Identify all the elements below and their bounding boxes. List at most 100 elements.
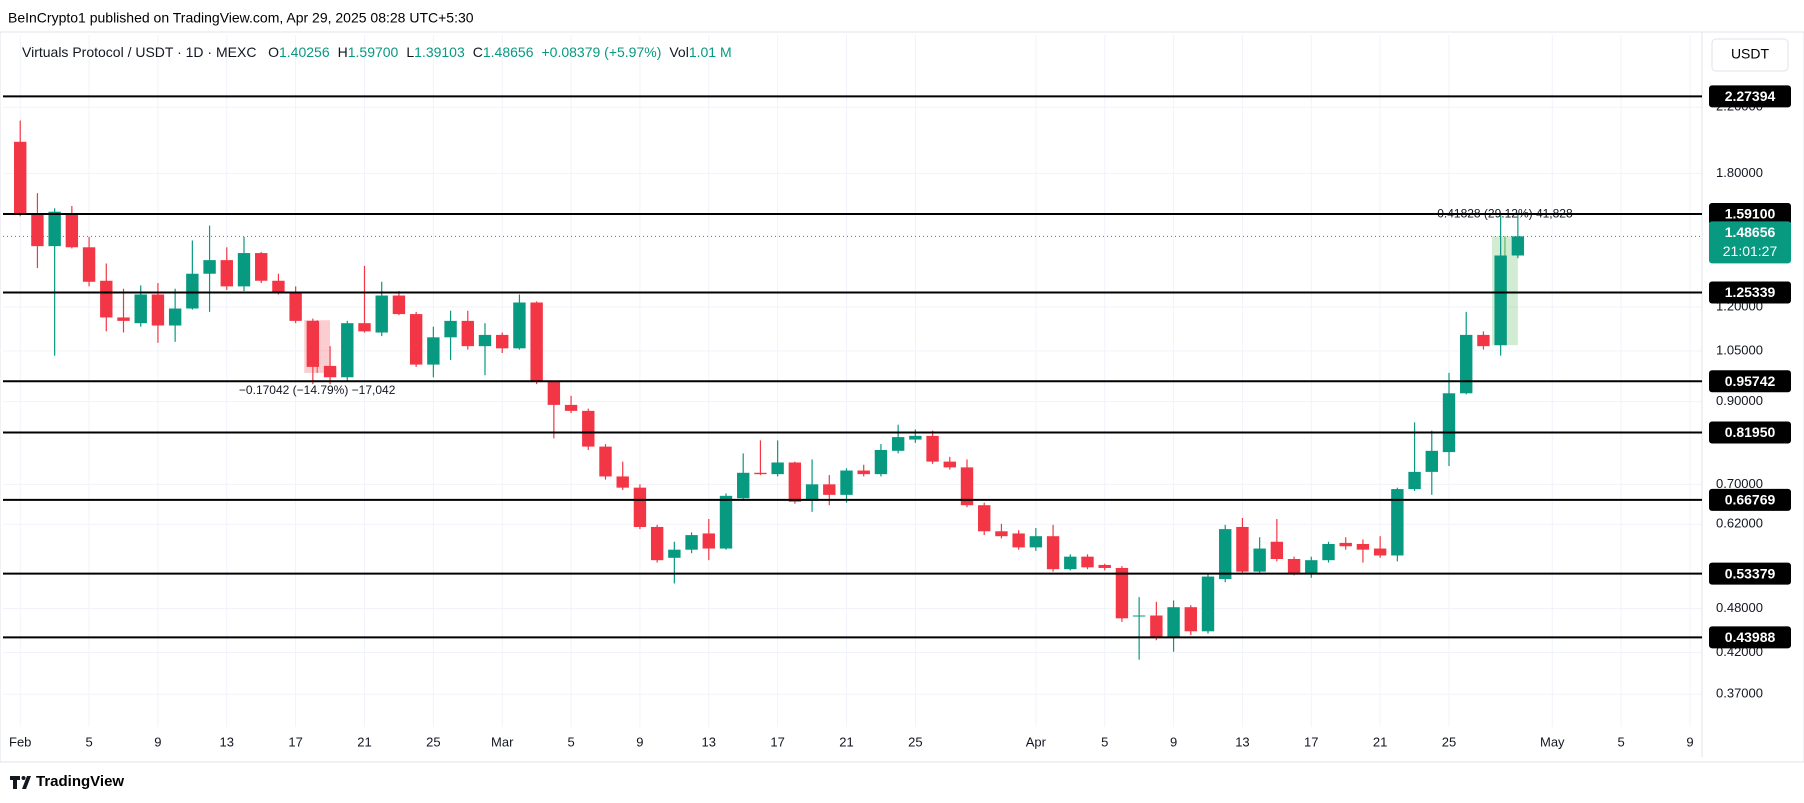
level-label: 0.95742 xyxy=(1725,373,1776,389)
candle-body xyxy=(82,247,96,282)
level-label: 0.43988 xyxy=(1725,629,1776,645)
level-tag xyxy=(1709,85,1791,108)
currency-label[interactable]: USDT xyxy=(1731,46,1770,62)
candle-body xyxy=(1511,236,1525,256)
candle-body xyxy=(1012,533,1025,548)
last-price-tag xyxy=(1709,221,1791,264)
candle-body xyxy=(513,302,526,349)
candle-body xyxy=(771,462,784,475)
level-tag xyxy=(1709,562,1791,585)
y-tick-label: 0.90000 xyxy=(1716,393,1763,408)
candle-body xyxy=(203,260,216,274)
candle-body xyxy=(1339,542,1352,547)
candle-body xyxy=(737,472,750,499)
candle-body xyxy=(496,334,509,349)
y-tick-label: 0.48000 xyxy=(1716,600,1763,615)
candle-body xyxy=(341,323,354,378)
candle-body xyxy=(151,294,165,326)
x-tick-label: 17 xyxy=(1304,734,1318,749)
x-tick-label: 9 xyxy=(1170,734,1177,749)
candle-body xyxy=(427,337,440,365)
candle-body xyxy=(1184,607,1197,632)
countdown-label: 21:01:27 xyxy=(1723,243,1778,259)
candle-body xyxy=(48,211,61,247)
ohlc-value: 1.48656 xyxy=(482,44,534,60)
x-tick-label: Apr xyxy=(1026,734,1047,749)
x-tick-label: 25 xyxy=(908,734,922,749)
currency-button[interactable] xyxy=(1711,38,1789,72)
x-tick-label: Mar xyxy=(491,734,514,749)
level-label: 0.66769 xyxy=(1725,492,1776,508)
candle-body xyxy=(685,535,698,550)
candle-body xyxy=(668,549,681,558)
candle-body xyxy=(1373,548,1387,556)
candle-body xyxy=(1081,556,1094,568)
candle-body xyxy=(805,484,819,501)
candle-body xyxy=(960,467,974,506)
y-tick-label: 0.37000 xyxy=(1716,686,1763,701)
candle-body xyxy=(926,435,939,462)
candle-body xyxy=(323,365,337,378)
level-tag xyxy=(1709,370,1791,393)
candle-body xyxy=(754,472,767,475)
candle-body xyxy=(478,334,492,347)
legend: Virtuals Protocol / USDT · 1D · MEXC O1.… xyxy=(22,44,740,60)
candle-body xyxy=(375,295,388,333)
candle-body xyxy=(1150,615,1163,638)
candle-body xyxy=(857,470,870,475)
candle-body xyxy=(564,404,578,411)
candle-body xyxy=(1253,548,1266,572)
level-tag xyxy=(1709,281,1791,304)
candle-body xyxy=(186,273,199,309)
candle-body xyxy=(874,449,888,475)
x-tick-label: May xyxy=(1540,734,1565,749)
candle-body xyxy=(788,462,802,502)
candle-body xyxy=(1029,536,1043,548)
candle-body xyxy=(1046,536,1060,570)
candle-body xyxy=(1287,558,1301,573)
candle-body xyxy=(582,410,595,447)
candle-body xyxy=(1201,576,1215,632)
y-tick-label: 1.05000 xyxy=(1716,342,1763,357)
candle-body xyxy=(1098,564,1111,568)
candle-body xyxy=(306,320,320,367)
candle-body xyxy=(1442,393,1456,453)
candle-body xyxy=(530,302,543,383)
candle-body xyxy=(547,382,561,405)
candle-body xyxy=(650,526,664,561)
candle-body xyxy=(220,260,233,287)
x-tick-label: 13 xyxy=(1235,734,1249,749)
candle-body xyxy=(1391,489,1404,556)
x-tick-label: 17 xyxy=(770,734,784,749)
footer-brand: TradingView xyxy=(36,773,124,790)
levels: 2.27394 1.59100 1.25339 0.95742 0.81950 0.667… xyxy=(3,85,1791,649)
x-tick-label: 21 xyxy=(357,734,371,749)
candle-body xyxy=(823,484,836,495)
candle-body xyxy=(1236,526,1249,572)
x-tick-label: 13 xyxy=(220,734,234,749)
candle-body xyxy=(255,253,268,281)
candle-body xyxy=(237,253,251,287)
candle-body xyxy=(1477,334,1490,347)
candle-body xyxy=(1408,471,1421,490)
x-tick-label: 21 xyxy=(839,734,853,749)
candle-body xyxy=(358,323,371,332)
x-tick-label: 5 xyxy=(1101,734,1108,749)
candle-body xyxy=(943,461,956,468)
x-tick-label: 9 xyxy=(1686,734,1693,749)
candle-body xyxy=(289,292,302,321)
candle-body xyxy=(840,470,853,495)
candle-body xyxy=(909,435,922,440)
level-label: 1.25339 xyxy=(1725,284,1776,300)
change: +0.08379 (+5.97%) xyxy=(541,44,662,60)
candle-body xyxy=(1460,334,1473,394)
candle-body xyxy=(1115,567,1129,619)
level-tag xyxy=(1709,488,1791,511)
symbol: Virtuals Protocol / USDT · 1D · MEXC xyxy=(22,44,257,60)
level-tag xyxy=(1709,202,1791,225)
x-tick-label: 13 xyxy=(702,734,716,749)
candle-body xyxy=(1132,615,1146,617)
x-tick-label: 5 xyxy=(85,734,92,749)
candle-body xyxy=(134,294,147,324)
candle-body xyxy=(392,295,406,315)
